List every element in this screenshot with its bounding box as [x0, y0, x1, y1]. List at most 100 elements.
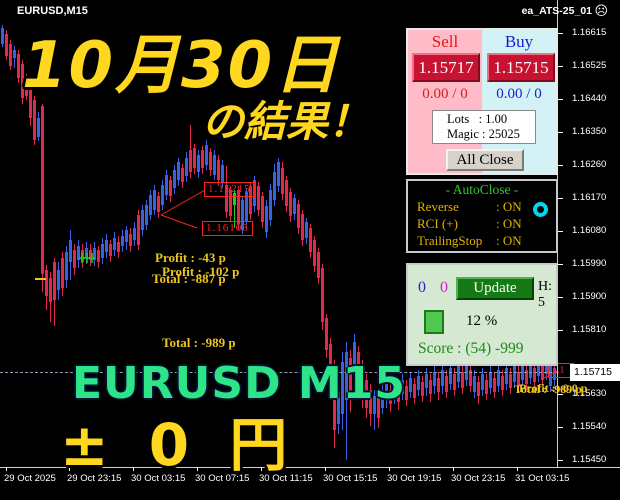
candle-body [225, 185, 228, 212]
lots-magic-box: Lots : 1.00 Magic : 25025 [432, 110, 536, 144]
candle-body [369, 390, 372, 414]
score-panel: 0 0 Update H: 5 12 % Score : (54) -999 [406, 263, 558, 366]
candle-body [525, 370, 528, 384]
time-axis-label: 29 Oct 23:15 [67, 473, 122, 484]
candle-body [65, 252, 68, 280]
price-axis-label: 1.15990 [572, 258, 607, 269]
candle-body [433, 372, 436, 386]
ea-sad-face-icon[interactable]: ☹ [594, 3, 608, 18]
time-axis-tick [6, 467, 7, 471]
candle-body [161, 185, 164, 205]
candle-body [41, 106, 44, 274]
autoclose-row-rci: RCI (+) : ON [408, 215, 556, 232]
price-axis-label: 1.15810 [572, 324, 607, 335]
price-axis-tick [558, 198, 563, 199]
trade-cross-marker [89, 253, 95, 263]
candle-body [305, 222, 308, 238]
chart-area[interactable] [0, 0, 557, 467]
time-axis-tick [453, 467, 454, 471]
candle-body [477, 382, 480, 396]
candle-body [137, 215, 140, 245]
time-axis-tick [133, 467, 134, 471]
time-axis-divider [0, 467, 620, 468]
price-axis-tick [558, 330, 563, 331]
profit-annotation: Profit : -0.0 p [519, 381, 588, 395]
candle-body [337, 392, 340, 424]
candle-body [389, 390, 392, 404]
candle-body [301, 214, 304, 240]
ea-name-label: ea_ATS-25_01 [521, 5, 592, 17]
sell-stats: 0.00 / 0 [422, 86, 468, 102]
candle-body [421, 382, 424, 396]
time-axis-label: 30 Oct 23:15 [451, 473, 506, 484]
total-annotation: Total : -989 p [514, 382, 582, 396]
candle-body [317, 252, 320, 278]
candle-body [289, 192, 292, 216]
trend-line[interactable] [160, 189, 206, 216]
time-axis-label: 30 Oct 11:15 [259, 473, 313, 484]
candle-body [209, 152, 212, 170]
candle-body [329, 344, 332, 378]
lots-line: Lots : 1.00 [447, 112, 508, 126]
sell-price-button[interactable]: 1.15717 [412, 53, 480, 82]
candle-body [429, 380, 432, 394]
autoclose-row-reverse: Reverse : ON [408, 198, 556, 215]
candle-body [49, 278, 52, 302]
candle-body [413, 384, 416, 398]
reverse-toggle-indicator[interactable] [533, 202, 548, 217]
total-annotation: Total : -887 p [152, 271, 226, 286]
candle-body [69, 240, 72, 262]
candle-body [349, 358, 352, 396]
candle-body [489, 372, 492, 388]
candle-body [393, 382, 396, 396]
candle-body [165, 175, 168, 195]
price-axis-label: 1.16615 [572, 27, 607, 38]
candle-body [57, 270, 60, 290]
price-axis-tick [558, 99, 563, 100]
candle-body [213, 155, 216, 175]
overlay-result-text: の結果！ [202, 97, 371, 146]
candle-body [17, 54, 20, 78]
overlay-yen-text: ± 0 円 [60, 411, 298, 479]
candle-body [497, 370, 500, 386]
candle-body [457, 366, 460, 382]
candle-body [309, 228, 312, 252]
candle-body [553, 368, 556, 380]
price-axis-tick [558, 297, 563, 298]
candle-body [121, 236, 124, 246]
candle-body [53, 262, 56, 300]
candle-body [217, 160, 220, 180]
candle-body [321, 268, 324, 322]
candle-body [125, 230, 128, 242]
candle-body [1, 28, 4, 44]
candle-body [537, 360, 540, 376]
candle-body [45, 270, 48, 296]
candle-body [145, 205, 148, 225]
candle-body [13, 50, 16, 58]
candle-body [185, 158, 188, 176]
sell-header: Sell [431, 32, 459, 51]
candle-body [101, 244, 104, 258]
candle-body [157, 196, 160, 212]
percent-label: 12 % [466, 313, 498, 329]
buy-price-button[interactable]: 1.15715 [487, 53, 555, 82]
h-value-label: H: 5 [538, 279, 552, 310]
candle-body [113, 238, 116, 250]
trend-line[interactable] [160, 214, 198, 229]
candle-body [73, 250, 76, 268]
candle-body [501, 376, 504, 390]
total-annotation: Total : -989 p [162, 335, 236, 350]
candle-body [249, 186, 252, 214]
price-level-box[interactable]: 1.16215 [204, 182, 255, 197]
candle-body [473, 376, 476, 392]
autoclose-panel: - AutoClose - Reverse : ON RCI (+) : ON … [406, 179, 558, 253]
update-button[interactable]: Update [456, 277, 534, 300]
all-close-button[interactable]: All Close [446, 149, 524, 171]
price-level-box[interactable]: 1.16103 [202, 221, 253, 236]
candle-body [385, 384, 388, 400]
candle-body [233, 193, 236, 205]
candle-body [177, 162, 180, 180]
candle-body [129, 234, 132, 246]
autoclose-label: RCI (+) [417, 216, 458, 231]
